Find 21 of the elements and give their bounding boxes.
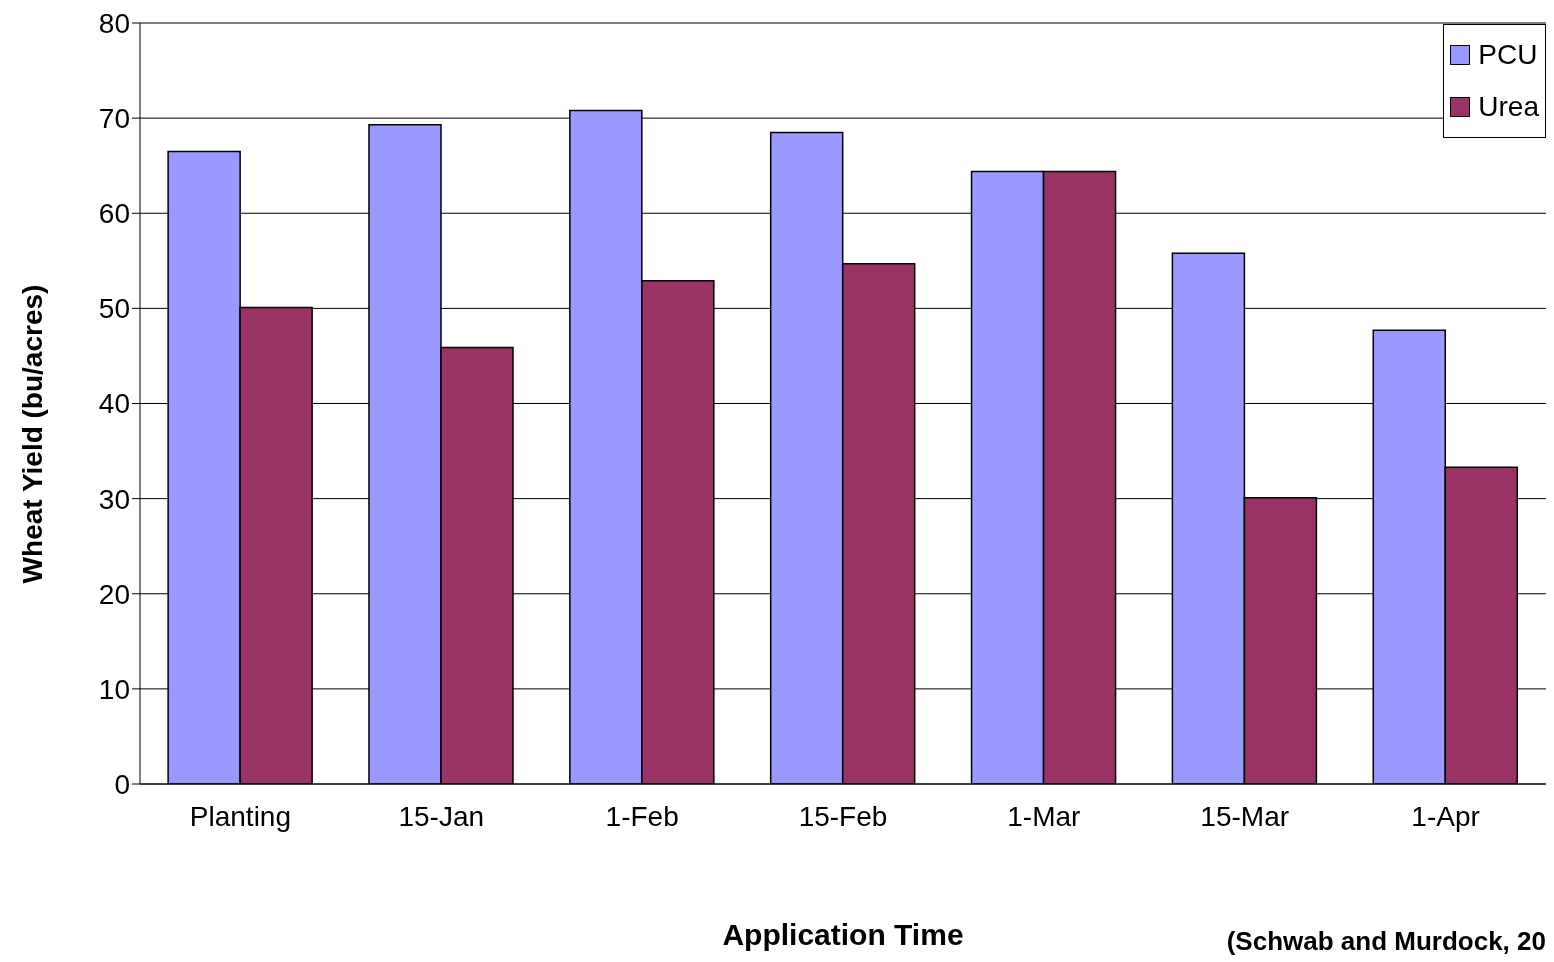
- x-axis-title: Application Time: [722, 918, 964, 951]
- x-tick-label: 1-Apr: [1411, 800, 1480, 832]
- y-tick-label: 20: [98, 578, 130, 610]
- y-tick-label: 10: [98, 673, 130, 705]
- x-tick-label: 1-Mar: [1007, 800, 1081, 832]
- text: (Schwab and Murdock, 20: [1226, 926, 1546, 957]
- y-tick-label: 0: [114, 768, 130, 800]
- y-tick-label: 60: [98, 198, 130, 230]
- y-tick-label: 30: [98, 483, 130, 515]
- x-tick-label: 15-Jan: [398, 800, 485, 832]
- y-tick-label: 80: [98, 7, 130, 39]
- x-tick-label: 15-Feb: [798, 800, 888, 832]
- y-tick-label: 70: [98, 103, 130, 135]
- x-tick-label: Planting: [189, 800, 292, 832]
- x-tick-label: 15-Mar: [1200, 800, 1290, 832]
- legend-label: Urea: [1478, 90, 1539, 124]
- y-tick-label: 50: [98, 293, 130, 325]
- x-tick-label: 1-Feb: [605, 800, 679, 832]
- y-tick-label: 40: [98, 388, 130, 420]
- legend-label: PCU: [1478, 38, 1538, 72]
- y-axis-title: Wheat Yield (bu/acres): [17, 284, 49, 583]
